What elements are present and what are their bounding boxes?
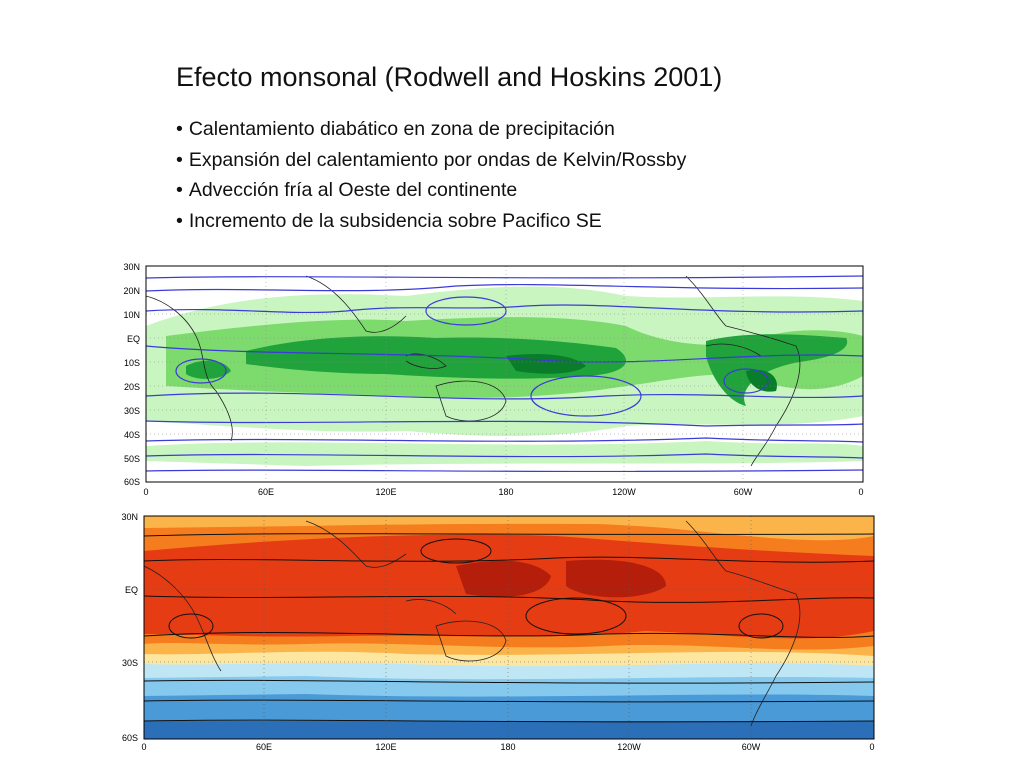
precipitation-map: 30N 20N 10N EQ 10S 20S 30S 40S 50S 60S 0…: [106, 256, 868, 500]
lat-label: 30N: [121, 512, 138, 522]
lon-label: 0: [141, 742, 146, 752]
lat-label: EQ: [125, 585, 138, 595]
precipitation-map-svg: 30N 20N 10N EQ 10S 20S 30S 40S 50S 60S 0…: [106, 256, 868, 500]
lat-label: 10N: [123, 310, 140, 320]
lat-label: 30S: [124, 406, 140, 416]
lat-label: 50S: [124, 454, 140, 464]
lon-label: 0: [143, 487, 148, 497]
lon-label: 60W: [742, 742, 761, 752]
lat-label: 40S: [124, 430, 140, 440]
lon-label: 60E: [258, 487, 274, 497]
lon-label: 120W: [612, 487, 636, 497]
lat-label: 60S: [124, 477, 140, 487]
bullet-list: Calentamiento diabático en zona de preci…: [176, 114, 687, 237]
temperature-map: 30N EQ 30S 60S 0 60E 120E 180 120W 60W 0: [106, 506, 878, 754]
lon-label: 120W: [617, 742, 641, 752]
lon-label: 0: [869, 742, 874, 752]
lon-label: 0: [858, 487, 863, 497]
temperature-map-svg: 30N EQ 30S 60S 0 60E 120E 180 120W 60W 0: [106, 506, 878, 754]
lat-label: 30S: [122, 658, 138, 668]
lon-label: 120E: [375, 487, 396, 497]
lon-label: 60E: [256, 742, 272, 752]
lon-label: 180: [500, 742, 515, 752]
bullet-item: Incremento de la subsidencia sobre Pacif…: [176, 206, 686, 237]
bullet-item: Expansión del calentamiento por ondas de…: [176, 145, 687, 176]
lat-label: 30N: [123, 262, 140, 272]
lon-label: 120E: [375, 742, 396, 752]
lat-label: 60S: [122, 733, 138, 743]
lat-label: 10S: [124, 358, 140, 368]
lon-label: 60W: [734, 487, 753, 497]
bullet-item: Calentamiento diabático en zona de preci…: [176, 114, 686, 145]
lat-label: 20S: [124, 382, 140, 392]
lat-label: EQ: [127, 334, 140, 344]
lon-label: 180: [498, 487, 513, 497]
lat-label: 20N: [123, 286, 140, 296]
slide-title: Efecto monsonal (Rodwell and Hoskins 200…: [176, 62, 723, 92]
bullet-item: Advección fría al Oeste del continente: [176, 175, 686, 206]
